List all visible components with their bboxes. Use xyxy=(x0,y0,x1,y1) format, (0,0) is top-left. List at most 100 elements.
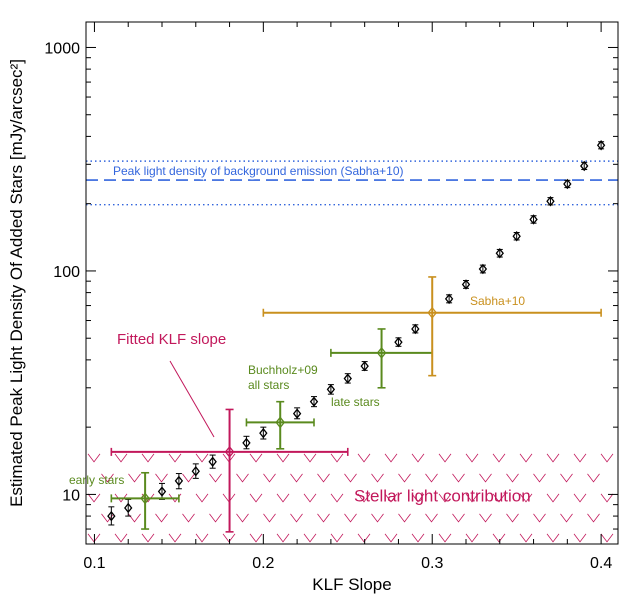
data-point xyxy=(546,196,555,207)
hatch-mark xyxy=(546,493,560,503)
data-point xyxy=(411,323,420,335)
data-point xyxy=(107,510,116,522)
background-emission-label: Peak light density of background emissio… xyxy=(113,164,404,178)
data-point xyxy=(360,360,369,372)
hatch-mark xyxy=(573,493,587,503)
x-tick-label: 0.4 xyxy=(590,555,612,572)
hatch-mark xyxy=(357,533,371,543)
hatch-mark xyxy=(303,533,317,543)
plot-frame xyxy=(85,21,619,545)
hatch-mark xyxy=(263,513,276,523)
data-point xyxy=(512,230,521,242)
hatch-mark xyxy=(87,493,101,503)
hatch-mark xyxy=(384,533,398,543)
hatch-mark xyxy=(276,493,290,503)
hatch-mark xyxy=(492,533,506,543)
hatch-mark xyxy=(357,453,371,463)
hatch-mark xyxy=(573,533,587,543)
stellar-light-label: Stellar light contribution xyxy=(354,486,531,505)
data-point xyxy=(326,384,336,395)
hatch-mark xyxy=(114,493,128,503)
hatch-mark xyxy=(506,513,519,523)
data-point xyxy=(478,263,488,275)
hatch-mark xyxy=(479,513,492,523)
hatch-mark xyxy=(411,493,425,503)
hatch-mark xyxy=(465,453,479,463)
hatch-mark xyxy=(465,493,479,503)
data-point xyxy=(394,336,403,348)
hatch-mark xyxy=(411,533,425,543)
hatch-mark xyxy=(479,473,492,483)
y-axis-title: Estimated Peak Light Density Of Added St… xyxy=(7,59,26,507)
data-point xyxy=(495,248,504,259)
hatch-mark xyxy=(425,513,438,523)
hatch-mark xyxy=(519,493,533,503)
data-point xyxy=(259,427,268,439)
x-tick-label: 0.2 xyxy=(252,555,274,572)
hatch-mark xyxy=(344,473,357,483)
hatch-mark xyxy=(492,453,506,463)
hatch-mark xyxy=(438,493,452,503)
hatch-mark xyxy=(330,533,344,543)
data-point xyxy=(461,279,471,290)
hatch-mark xyxy=(155,513,168,523)
hatch-mark xyxy=(195,493,209,503)
hatch-mark xyxy=(398,473,411,483)
x-tick-label: 0.3 xyxy=(421,555,443,572)
hatch-mark xyxy=(438,453,452,463)
hatch-mark xyxy=(290,473,303,483)
hatch-mark xyxy=(114,453,128,463)
hatch-mark xyxy=(101,473,114,483)
fitted-klf-pointer xyxy=(169,360,215,438)
y-tick-label: 100 xyxy=(53,264,80,281)
hatch-mark xyxy=(519,453,533,463)
hatch-mark xyxy=(600,493,614,503)
hatch-mark xyxy=(425,473,438,483)
hatch-mark xyxy=(330,453,344,463)
data-point xyxy=(596,140,606,151)
hatch-mark xyxy=(128,473,141,483)
hatch-mark xyxy=(209,473,222,483)
hatch-mark xyxy=(249,533,263,543)
hatch-mark xyxy=(398,513,411,523)
data-point xyxy=(292,408,302,419)
hatch-mark xyxy=(587,513,600,523)
hatch-mark xyxy=(573,453,587,463)
data-point xyxy=(563,178,572,190)
hatch-mark xyxy=(438,533,452,543)
data-point xyxy=(174,475,184,487)
hatch-mark xyxy=(560,473,573,483)
highlight-point xyxy=(140,492,150,505)
hatch-mark xyxy=(182,473,195,483)
hatch-mark xyxy=(371,513,384,523)
buchholz-label: Buchholz+09 xyxy=(248,363,318,377)
highlight-point xyxy=(224,445,235,458)
y-tick-label: 1000 xyxy=(44,40,80,57)
hatch-mark xyxy=(87,453,101,463)
hatch-mark xyxy=(533,513,546,523)
hatch-mark xyxy=(249,493,263,503)
data-point xyxy=(157,486,167,497)
hatch-mark xyxy=(290,513,303,523)
data-point xyxy=(242,437,251,449)
hatch-mark xyxy=(168,453,182,463)
annotations: Stellar light contribution Fitted KLF slo… xyxy=(69,294,531,505)
data-points xyxy=(107,140,606,533)
hatch-mark xyxy=(330,493,344,503)
data-point xyxy=(208,456,217,468)
data-point xyxy=(529,214,538,225)
hatch-mark xyxy=(276,453,290,463)
hatch-mark xyxy=(587,473,600,483)
late-stars-label: late stars xyxy=(331,395,380,409)
hatch-mark xyxy=(128,513,141,523)
sabha-label: Sabha+10 xyxy=(470,294,525,308)
data-point xyxy=(580,160,589,172)
data-point xyxy=(124,502,133,514)
data-point xyxy=(191,465,200,477)
x-tick-label: 0.1 xyxy=(83,555,105,572)
hatch-mark xyxy=(600,533,614,543)
highlight-point xyxy=(427,306,438,319)
hatch-mark xyxy=(195,533,209,543)
hatch-mark xyxy=(344,513,357,523)
